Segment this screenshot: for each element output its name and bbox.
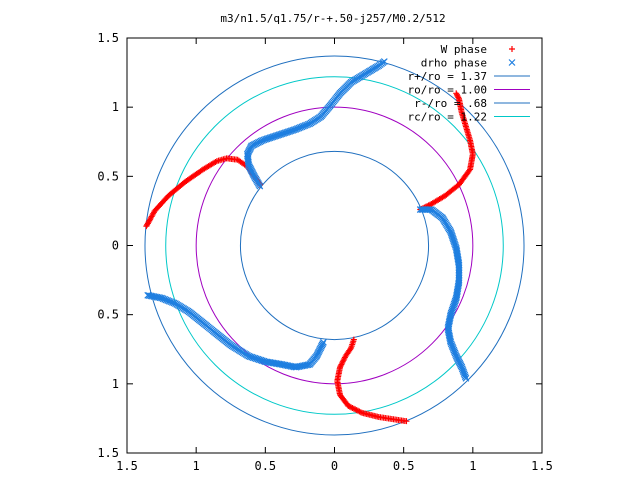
- legend-label-series-0: W phase: [441, 43, 487, 56]
- y-tick-label-5: 1: [112, 100, 119, 114]
- y-tick-label-6: 1.5: [97, 31, 119, 45]
- point-s0-a2-9-3: [453, 91, 460, 98]
- point-s0-a2-end: [453, 90, 460, 97]
- series-1-arm-2: [416, 206, 470, 382]
- x-tick-label-0: 1.5: [116, 459, 138, 473]
- series-1-arm-0: [243, 58, 388, 190]
- circle-3: [165, 76, 504, 415]
- series-0-arm-1: [334, 336, 410, 425]
- point-s0-a1-6-8: [356, 408, 363, 415]
- point-s0-a2-9-1: [455, 94, 462, 101]
- point-s1-a1-end: [320, 338, 327, 346]
- point-s0-a1-2-6: [338, 361, 345, 368]
- y-tick-label-0: 1.5: [97, 446, 119, 460]
- point-s1-a0-end: [380, 58, 388, 65]
- x-tick-label-6: 1.5: [531, 459, 553, 473]
- point-s0-a1-6-2: [348, 404, 355, 411]
- point-s0-a1-2-4: [339, 358, 346, 365]
- chart-title: m3/n1.5/q1.75/r-+.50-j257/M0.2/512: [220, 12, 445, 25]
- series-1-arm-1: [144, 291, 327, 371]
- x-tick-label-5: 1: [469, 459, 476, 473]
- point-s0-a1-2-7: [337, 362, 344, 369]
- axis-ticks: 1.5 1 0.5 0 0.5 1 1.51.510.500.511.5: [97, 31, 553, 473]
- y-tick-label-2: 0.5: [97, 308, 119, 322]
- data-series: [143, 58, 476, 425]
- y-tick-label-4: 0.5: [97, 169, 119, 183]
- legend-label-circle-3: rc/ro = 1.22: [408, 111, 487, 124]
- point-s0-a1-6-7: [355, 407, 362, 414]
- point-s0-a1-2-1: [341, 354, 348, 361]
- point-s0-a1-6-3: [349, 405, 356, 412]
- point-s0-a0-4-9: [212, 158, 219, 165]
- y-tick-label-3: 0: [112, 239, 119, 253]
- circle-1: [195, 106, 474, 385]
- point-s0-a1-end: [403, 418, 410, 425]
- point-s1-a2-end: [462, 374, 470, 382]
- legend-label-series-1: drho phase: [421, 57, 487, 70]
- x-tick-label-2: 0.5: [254, 459, 276, 473]
- point-s0-a1-2-0: [342, 353, 349, 360]
- point-s1-a2-12-6: [461, 373, 469, 381]
- x-tick-label-1: 1: [193, 459, 200, 473]
- y-tick-label-1: 1: [112, 377, 119, 391]
- x-tick-label-3: 0: [331, 459, 338, 473]
- series-1: [144, 58, 470, 382]
- point-s0-a1-2-3: [340, 357, 347, 364]
- point-s0-a2-3-11: [466, 167, 473, 174]
- x-tick-label-4: 0.5: [393, 459, 415, 473]
- legend-label-circle-2: r-/ro = .68: [414, 97, 487, 110]
- circle-0: [144, 55, 525, 436]
- legend-label-circle-0: r+/ro = 1.37: [408, 70, 487, 83]
- legend-label-circle-1: ro/ro = 1.00: [408, 84, 487, 97]
- point-s0-a1-6-6: [353, 407, 360, 414]
- point-s0-a1-2-5: [339, 360, 346, 367]
- reference-circles: [144, 55, 525, 436]
- point-s0-a1-6-1: [346, 403, 353, 410]
- point-s0-a2-9-0: [456, 95, 462, 102]
- point-s0-a1-6-5: [352, 406, 359, 413]
- legend-marker-series-0: [509, 46, 515, 52]
- legend-marker-series-1: [508, 59, 516, 66]
- point-s0-a1-6-9: [357, 409, 364, 416]
- circle-2: [239, 150, 430, 341]
- point-s0-a1-2-2: [341, 355, 348, 362]
- point-s0-a1-6-0: [345, 402, 352, 409]
- point-s0-a1-6-4: [350, 405, 357, 412]
- point-s0-a2-9-2: [454, 93, 461, 100]
